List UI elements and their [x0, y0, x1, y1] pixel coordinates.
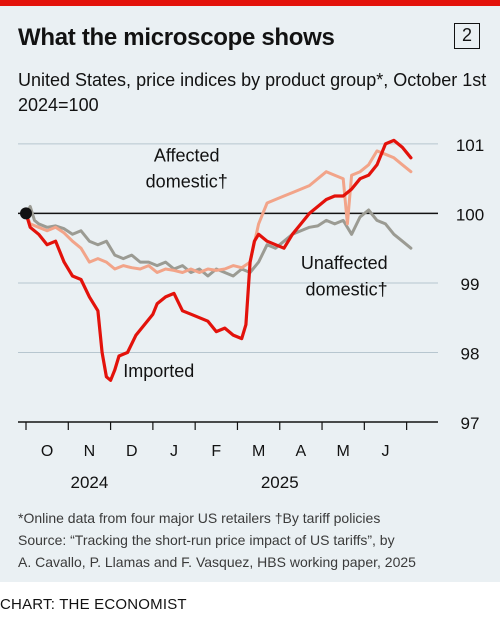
y-tick-label: 101 [456, 136, 484, 155]
series-labels: Affected domestic† Unaffected domestic† Impo… [123, 145, 387, 381]
imported-label: Imported [123, 361, 194, 381]
chart-card: What the microscope shows 2 United State… [0, 0, 500, 582]
series-line-2 [24, 138, 413, 382]
source-line-1: Source: “Tracking the short-run price im… [18, 532, 395, 548]
series-line-0 [24, 205, 413, 278]
series-line-1 [24, 149, 413, 274]
x-year-label: 2024 [71, 473, 109, 492]
chart-number-badge: 2 [454, 23, 480, 49]
footnote-definitions: *Online data from four major US retailer… [18, 510, 381, 526]
axes: 97 98 99 100 101 O N D J F M A M J 2024 2025 [18, 136, 484, 492]
x-tick-label: O [41, 443, 53, 460]
x-tick-label: N [84, 443, 96, 460]
x-tick-label: A [296, 443, 307, 460]
index-base-point [20, 207, 32, 220]
line-chart: Affected domestic† Unaffected domestic† Impo… [18, 136, 484, 492]
y-tick-label: 99 [461, 275, 480, 294]
chart-credit: CHART: THE ECONOMIST [0, 596, 187, 613]
x-tick-label: F [211, 443, 221, 460]
accent-bar [0, 0, 500, 6]
x-tick-label: M [252, 443, 265, 460]
chart-footnote: *Online data from four major US retailer… [18, 507, 488, 573]
y-tick-label: 97 [461, 414, 480, 433]
x-year-label: 2025 [261, 473, 299, 492]
y-tick-label: 98 [461, 344, 480, 363]
unaffected-domestic-label: domestic† [306, 279, 388, 299]
x-tick-label: D [126, 443, 138, 460]
x-tick-label: J [381, 443, 389, 460]
chart-title: What the microscope shows [18, 24, 335, 51]
series-lines [20, 138, 413, 382]
source-line-2: A. Cavallo, P. Llamas and F. Vasquez, HB… [18, 554, 416, 570]
x-tick-label: J [170, 443, 178, 460]
unaffected-domestic-label: Unaffected [301, 253, 388, 273]
affected-domestic-label: domestic† [146, 172, 228, 192]
affected-domestic-label: Affected [154, 145, 220, 165]
x-tick-label: M [337, 443, 350, 460]
chart-subtitle: United States, price indices by product … [18, 70, 487, 115]
y-tick-label: 100 [456, 205, 484, 224]
